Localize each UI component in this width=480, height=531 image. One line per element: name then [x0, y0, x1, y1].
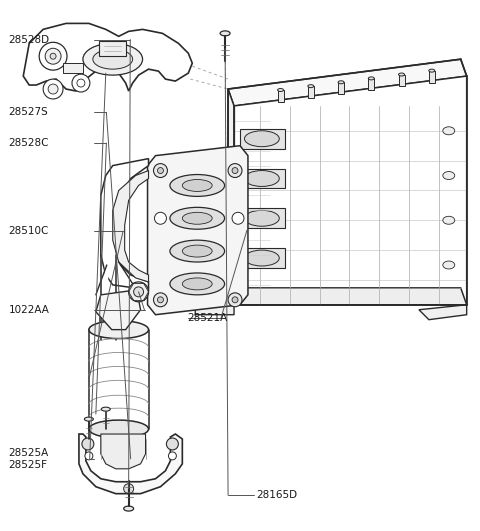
Circle shape [155, 212, 167, 224]
Circle shape [157, 297, 164, 303]
Circle shape [45, 48, 61, 64]
Polygon shape [101, 159, 148, 290]
Polygon shape [338, 82, 344, 94]
Ellipse shape [443, 216, 455, 224]
Ellipse shape [170, 175, 225, 196]
Polygon shape [79, 434, 182, 494]
Polygon shape [99, 41, 126, 56]
Circle shape [48, 84, 58, 94]
Ellipse shape [182, 278, 212, 290]
Circle shape [77, 79, 85, 87]
Ellipse shape [89, 420, 148, 438]
Circle shape [154, 164, 168, 177]
Circle shape [50, 53, 56, 59]
Ellipse shape [244, 170, 279, 186]
Polygon shape [240, 129, 285, 149]
Ellipse shape [84, 417, 93, 421]
Polygon shape [240, 248, 285, 268]
Circle shape [168, 452, 176, 460]
Ellipse shape [308, 84, 314, 88]
Circle shape [232, 168, 238, 174]
Ellipse shape [170, 273, 225, 295]
Ellipse shape [277, 89, 284, 91]
Ellipse shape [170, 240, 225, 262]
Polygon shape [63, 63, 83, 73]
Ellipse shape [368, 77, 374, 80]
Text: 28525F: 28525F [9, 460, 48, 470]
Polygon shape [240, 208, 285, 228]
Text: 28510C: 28510C [9, 226, 49, 236]
Text: 28528D: 28528D [9, 35, 49, 45]
Circle shape [167, 438, 179, 450]
Ellipse shape [182, 245, 212, 257]
Polygon shape [101, 434, 145, 469]
Polygon shape [96, 290, 141, 330]
Circle shape [43, 79, 63, 99]
Ellipse shape [182, 179, 212, 192]
Ellipse shape [83, 44, 143, 75]
Ellipse shape [124, 506, 133, 511]
Polygon shape [419, 305, 467, 320]
Polygon shape [228, 59, 467, 106]
Circle shape [154, 293, 168, 307]
Ellipse shape [244, 210, 279, 226]
Ellipse shape [443, 172, 455, 179]
Text: 28521A: 28521A [188, 313, 228, 323]
Polygon shape [234, 76, 467, 305]
Polygon shape [429, 71, 435, 82]
Circle shape [228, 164, 242, 177]
Circle shape [124, 484, 133, 494]
Circle shape [72, 74, 90, 92]
Circle shape [232, 297, 238, 303]
Polygon shape [398, 74, 405, 87]
Ellipse shape [182, 212, 212, 224]
Circle shape [228, 293, 242, 307]
Ellipse shape [244, 131, 279, 147]
Polygon shape [308, 86, 314, 98]
Text: 1022AA: 1022AA [9, 305, 49, 315]
Polygon shape [240, 168, 285, 189]
Circle shape [232, 212, 244, 224]
Circle shape [82, 438, 94, 450]
Text: 28528C: 28528C [9, 138, 49, 148]
Circle shape [133, 287, 144, 297]
Text: 28527S: 28527S [9, 107, 48, 117]
Ellipse shape [443, 127, 455, 135]
Polygon shape [147, 145, 248, 315]
Ellipse shape [93, 49, 132, 69]
Ellipse shape [443, 261, 455, 269]
Ellipse shape [398, 73, 405, 76]
Ellipse shape [170, 207, 225, 229]
Polygon shape [23, 23, 192, 91]
Polygon shape [113, 170, 148, 282]
Ellipse shape [220, 31, 230, 36]
Ellipse shape [101, 407, 110, 411]
Circle shape [39, 42, 67, 70]
Text: 28525A: 28525A [9, 448, 49, 458]
Circle shape [157, 168, 164, 174]
Circle shape [129, 282, 148, 302]
Polygon shape [277, 90, 284, 102]
Ellipse shape [89, 321, 148, 339]
Circle shape [85, 452, 93, 460]
Ellipse shape [244, 250, 279, 266]
Text: 28165D: 28165D [257, 490, 298, 500]
Polygon shape [195, 288, 234, 315]
Polygon shape [368, 79, 374, 90]
Ellipse shape [429, 69, 435, 72]
Polygon shape [228, 89, 234, 305]
Polygon shape [228, 288, 467, 305]
Ellipse shape [338, 81, 344, 84]
